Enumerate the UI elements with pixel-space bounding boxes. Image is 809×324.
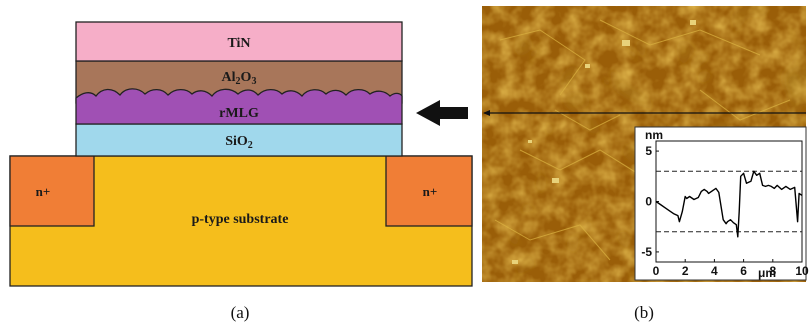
sio2-label: SiO2 [225, 134, 253, 151]
inset-y-unit: nm [645, 128, 663, 142]
tin-layer [75, 21, 403, 62]
afm-bright-spots [512, 20, 696, 264]
substrate-label: p-type substrate [192, 212, 289, 227]
height-profile-inset: nm μm 50-50 2 4 6 8 10 [634, 126, 809, 281]
device-cross-section: p-type substrate n+ n+ SiO2 Al2O3 rMLG T… [9, 21, 473, 287]
rmlg-layer [75, 88, 403, 125]
al2o3-label: Al2O3 [222, 70, 257, 87]
panel-a-caption: (a) [231, 303, 250, 322]
x-tick-label: 2 [682, 264, 689, 278]
height-profile-line-0 [655, 170, 803, 238]
rmlg-pointer-arrow [416, 100, 468, 126]
inset-x-unit: μm [758, 266, 776, 280]
x-tick-label: 0 [653, 264, 660, 278]
inset-plot-area: 50-50 2 4 6 8 10 [641, 140, 809, 278]
y-tick-label: 0 [645, 195, 652, 209]
y-tick-label: -5 [641, 245, 652, 259]
panel-b-caption: (b) [634, 303, 654, 322]
n-plus-label-left: n+ [36, 184, 51, 199]
n-plus-label-right: n+ [423, 184, 438, 199]
x-tick-label: 4 [711, 264, 718, 278]
n-plus-region-left [9, 155, 95, 227]
x-tick-label: 6 [740, 264, 747, 278]
x-tick-label: 10 [795, 264, 809, 278]
rmlg-label: rMLG [219, 106, 259, 121]
scan-line-arrowhead [483, 110, 490, 116]
n-plus-region-right [385, 155, 473, 227]
afm-features [494, 19, 791, 261]
y-tick-label: 5 [645, 144, 652, 158]
x-tick-label: 8 [769, 264, 776, 278]
tin-label: TiN [227, 36, 250, 51]
